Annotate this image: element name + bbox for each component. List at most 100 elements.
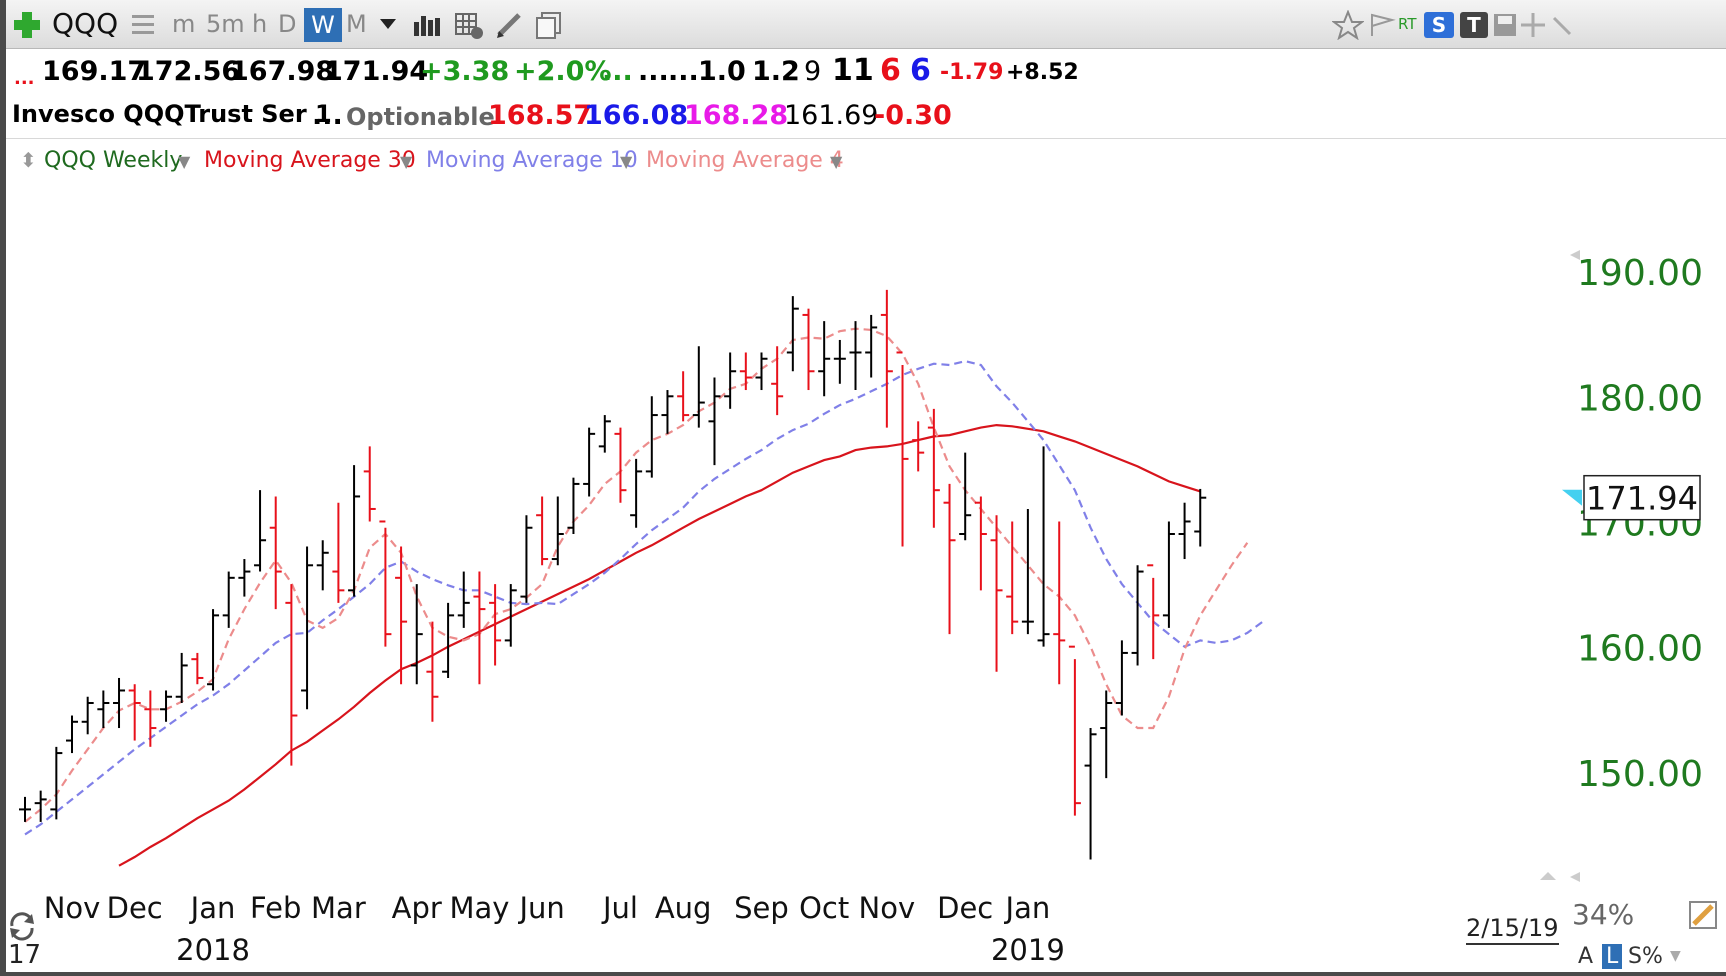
t-button[interactable]: T <box>1460 12 1488 38</box>
ohlc-bar <box>207 609 220 691</box>
axis-markers: 171.94 <box>1540 250 1701 882</box>
chevron-down-icon[interactable]: ▼ <box>830 152 843 171</box>
ohlc-bar <box>959 452 972 541</box>
refresh-icon[interactable] <box>6 910 38 942</box>
ohlc-bar <box>442 602 455 678</box>
ohlc-bar <box>880 289 893 428</box>
moving-average-lines <box>24 327 1264 867</box>
move-arrows-icon[interactable] <box>1518 10 1548 40</box>
chevron-down-icon[interactable]: ▼ <box>400 152 413 171</box>
star-icon[interactable] <box>1332 10 1364 40</box>
ohlc-bar <box>363 446 376 522</box>
ohlc-bar <box>630 458 643 528</box>
save-disk-icon[interactable] <box>1492 12 1518 38</box>
zoom-percent[interactable]: 34% <box>1572 898 1635 931</box>
mode-s-percent[interactable]: S% <box>1628 944 1663 969</box>
month-label: Nov <box>44 891 101 925</box>
toolbar: QQQ m 5m h D W M RT S T <box>6 0 1726 49</box>
ohlc-bar <box>614 427 627 503</box>
ohlc-bar <box>1100 690 1113 779</box>
interval-hour[interactable]: h <box>252 10 268 38</box>
year-label: 2018 <box>176 933 250 967</box>
ohlc-bar <box>97 690 110 729</box>
bar-chart-icon[interactable] <box>412 12 442 38</box>
ohlc-bar <box>1006 521 1019 635</box>
add-plus-icon[interactable] <box>12 10 42 40</box>
ohlc-bar <box>692 346 705 428</box>
quote-value-3: 9 <box>804 56 822 87</box>
flag-icon[interactable] <box>1368 12 1396 38</box>
month-label: Jun <box>517 891 564 925</box>
chevron-down-icon[interactable]: ▼ <box>178 152 191 171</box>
ohlc-bar <box>191 652 204 685</box>
ohlc-bar <box>128 684 141 741</box>
ohlc-bar <box>222 571 235 628</box>
interval-minute[interactable]: m <box>172 10 196 38</box>
interval-weekly-selected[interactable]: W <box>304 8 342 42</box>
ohlc-bar <box>144 690 157 747</box>
ohlc-bar <box>708 377 721 466</box>
ohlc-bar <box>1147 564 1160 660</box>
chevron-down-icon[interactable]: ▼ <box>620 152 633 171</box>
ohlc-bar <box>269 496 282 610</box>
chevron-down-icon[interactable]: ▼ <box>1670 948 1681 964</box>
copy-pages-icon[interactable] <box>534 10 564 40</box>
price-tick-label: 160.00 <box>1577 629 1703 670</box>
ohlc-bar <box>912 421 925 472</box>
ohlc-bars <box>19 289 1207 860</box>
interval-daily[interactable]: D <box>278 10 297 38</box>
ohlc-bar <box>285 584 298 766</box>
quote-close: 171.94 <box>324 56 429 87</box>
chevron-down-icon[interactable] <box>378 16 398 32</box>
ohlc-bar <box>1053 521 1066 685</box>
quote-high: 172.56 <box>136 56 241 87</box>
quote-dots-2: ... <box>638 56 669 87</box>
legend-ma10[interactable]: Moving Average 10 <box>426 148 638 173</box>
ohlc-bar <box>316 540 329 591</box>
ohlc-bar <box>771 346 784 416</box>
ruler-edit-icon[interactable] <box>1688 898 1718 930</box>
ohlc-bar <box>802 308 815 391</box>
symbol-field[interactable]: QQQ <box>52 7 119 40</box>
interval-monthly[interactable]: M <box>346 10 367 38</box>
ohlc-bar <box>661 390 674 434</box>
ohlc-bar <box>457 571 470 628</box>
scroll-marker-up <box>1570 250 1580 260</box>
ohlc-bar <box>50 746 63 820</box>
list-icon[interactable] <box>130 12 156 38</box>
expand-arrow-icon[interactable] <box>1550 14 1574 38</box>
ohlc-bar <box>645 396 658 478</box>
legend-ma30[interactable]: Moving Average 30 <box>204 148 416 173</box>
pencil-draw-icon[interactable] <box>494 10 524 40</box>
legend-symbol[interactable]: QQQ Weekly <box>44 148 183 173</box>
realtime-label[interactable]: RT <box>1398 15 1417 33</box>
month-label: Dec <box>107 891 163 925</box>
quote-dots-1: ... <box>602 56 633 87</box>
last-price-marker <box>1562 489 1582 506</box>
quote-value-4: 11 <box>832 53 874 88</box>
month-label: Jan <box>1004 891 1051 925</box>
month-label: Apr <box>392 891 442 925</box>
drag-handle-icon[interactable]: ⬍ <box>20 148 37 172</box>
quote-value-1: 1.0 <box>698 56 746 87</box>
ohlc-bar <box>160 690 173 722</box>
s-button[interactable]: S <box>1424 12 1454 38</box>
legend-ma4[interactable]: Moving Average 4 <box>646 148 844 173</box>
interval-5-minute[interactable]: 5m <box>206 10 245 38</box>
month-label: Feb <box>250 891 301 925</box>
ohlc-bar <box>739 352 752 391</box>
month-label: Jul <box>601 891 638 925</box>
price-tick-label: 190.00 <box>1577 253 1703 294</box>
ohlc-bar <box>567 477 580 534</box>
month-label: May <box>449 891 509 925</box>
ohlc-bar <box>81 696 94 735</box>
quote-value-7: -1.79 <box>940 60 1004 85</box>
grid-table-icon[interactable] <box>454 10 484 40</box>
month-label: Aug <box>655 891 712 925</box>
mode-a[interactable]: A <box>1578 944 1594 969</box>
info-plain-value: 161.69 <box>784 100 879 131</box>
ohlc-bar <box>1021 508 1034 635</box>
mode-l-selected[interactable]: L <box>1602 944 1623 969</box>
